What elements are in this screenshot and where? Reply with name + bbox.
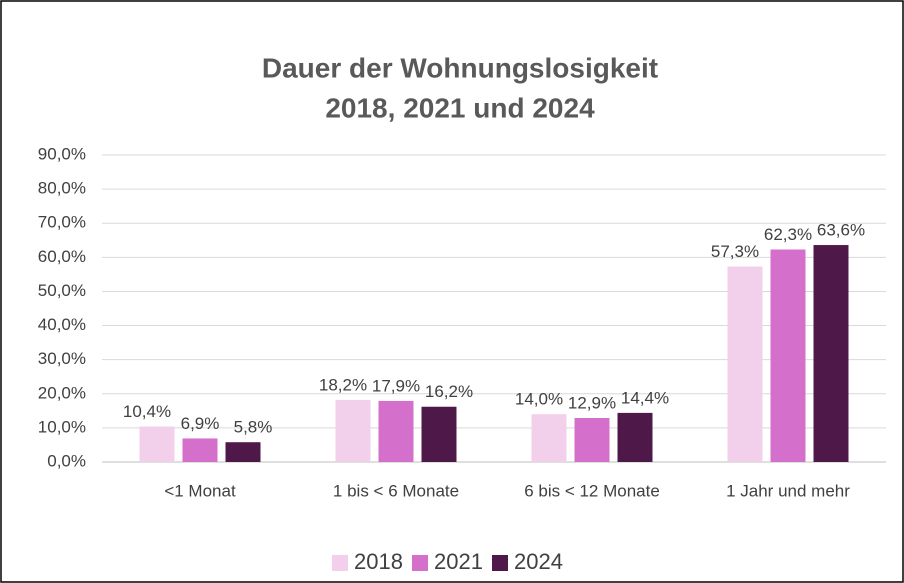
- legend-label: 2024: [514, 549, 563, 574]
- chart-title: Dauer der Wohnungslosigkeit: [262, 52, 658, 83]
- bar: [378, 400, 414, 462]
- bar: [182, 438, 218, 462]
- y-tick-label: 50,0%: [38, 281, 86, 300]
- data-label: 14,0%: [515, 390, 563, 409]
- data-label: 17,9%: [372, 376, 420, 395]
- legend-swatch: [412, 555, 428, 571]
- data-label: 18,2%: [319, 375, 367, 394]
- bar: [574, 417, 610, 462]
- data-label: 57,3%: [711, 242, 759, 261]
- bar: [617, 412, 653, 462]
- data-label: 16,2%: [425, 382, 473, 401]
- chart-title: 2018, 2021 und 2024: [325, 92, 595, 123]
- bar: [531, 414, 567, 462]
- y-tick-label: 20,0%: [38, 383, 86, 402]
- bar: [139, 426, 175, 462]
- data-label: 5,8%: [234, 418, 273, 437]
- data-label: 14,4%: [621, 388, 669, 407]
- bar: [335, 399, 371, 462]
- x-tick-label: 1 bis < 6 Monate: [333, 481, 459, 500]
- y-tick-label: 70,0%: [38, 213, 86, 232]
- bar: [421, 406, 457, 462]
- bar: [727, 266, 763, 462]
- bar: [813, 245, 849, 462]
- legend-swatch: [332, 555, 348, 571]
- y-tick-label: 90,0%: [38, 144, 86, 163]
- data-label: 12,9%: [568, 393, 616, 412]
- data-label: 6,9%: [181, 414, 220, 433]
- bar: [225, 442, 261, 462]
- x-tick-label: 1 Jahr und mehr: [726, 481, 850, 500]
- data-label: 62,3%: [764, 225, 812, 244]
- y-tick-label: 60,0%: [38, 247, 86, 266]
- y-tick-label: 0,0%: [47, 451, 86, 470]
- y-tick-label: 40,0%: [38, 315, 86, 334]
- bar: [770, 249, 806, 462]
- data-label: 63,6%: [817, 221, 865, 240]
- legend-label: 2021: [434, 549, 483, 574]
- x-tick-label: 6 bis < 12 Monate: [524, 481, 660, 500]
- data-label: 10,4%: [123, 402, 171, 421]
- x-tick-label: <1 Monat: [164, 481, 236, 500]
- y-tick-label: 10,0%: [38, 417, 86, 436]
- y-tick-label: 30,0%: [38, 349, 86, 368]
- legend-label: 2018: [354, 549, 403, 574]
- legend-swatch: [492, 555, 508, 571]
- y-tick-label: 80,0%: [38, 179, 86, 198]
